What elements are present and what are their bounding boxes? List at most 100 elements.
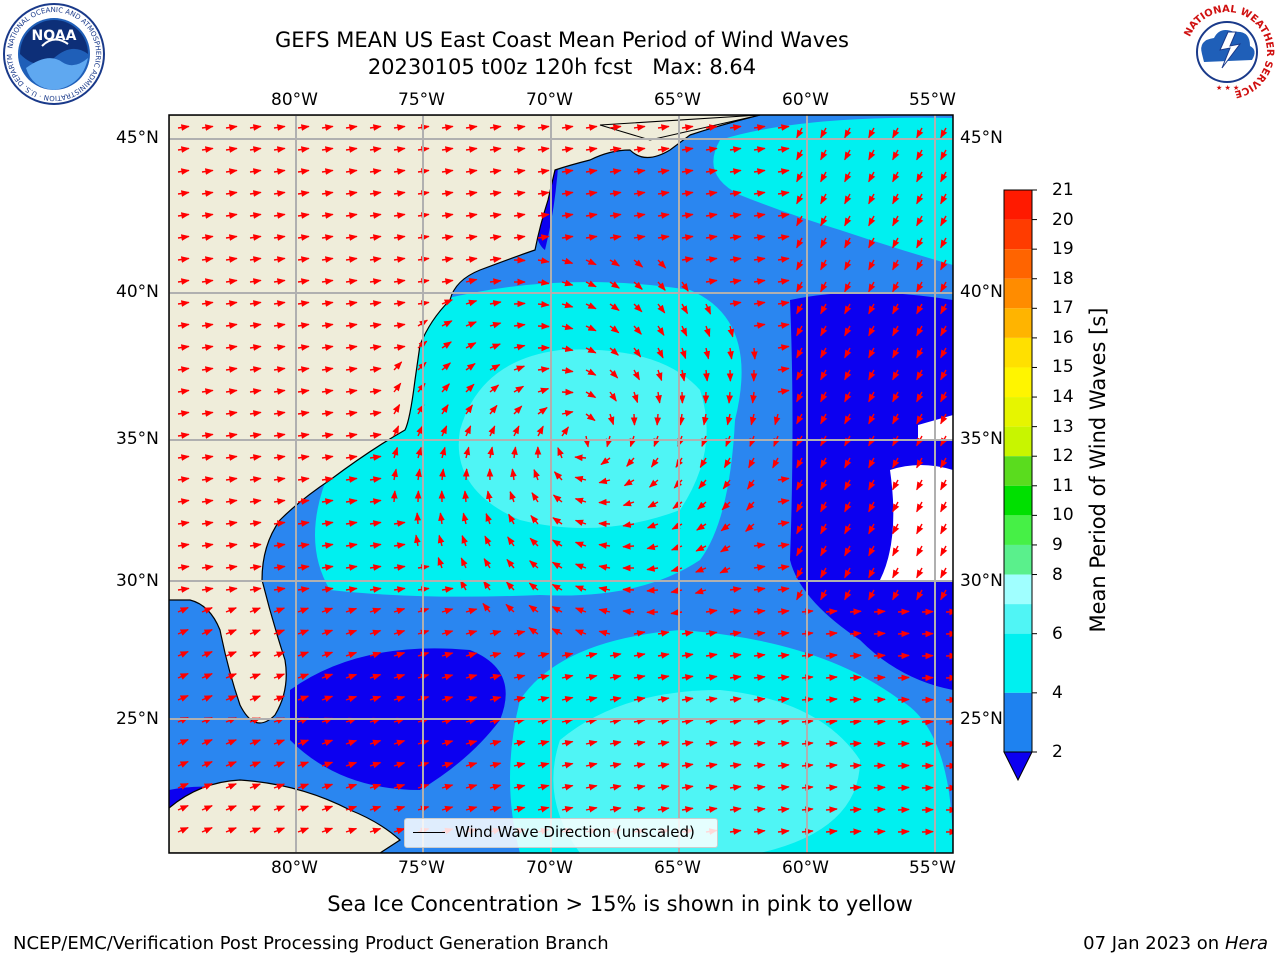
wind-wave-arrow bbox=[585, 302, 597, 310]
wind-wave-arrow bbox=[873, 828, 886, 836]
wind-wave-arrow bbox=[225, 564, 238, 571]
wind-wave-arrow bbox=[820, 589, 828, 601]
wind-wave-arrow bbox=[345, 124, 358, 131]
wind-wave-arrow bbox=[897, 652, 910, 660]
lon-tick-top: 70°W bbox=[526, 90, 573, 110]
wind-wave-arrow bbox=[705, 718, 718, 725]
wind-wave-arrow bbox=[940, 237, 948, 249]
wind-wave-arrow bbox=[622, 586, 635, 594]
wind-wave-arrow bbox=[561, 323, 574, 331]
wind-wave-arrow bbox=[892, 523, 900, 535]
wind-wave-arrow bbox=[345, 607, 358, 615]
wind-wave-arrow bbox=[868, 215, 876, 227]
wind-wave-arrow bbox=[720, 523, 731, 532]
wind-wave-arrow bbox=[201, 432, 214, 439]
wind-wave-arrow bbox=[297, 366, 310, 373]
colorbar-level bbox=[1004, 249, 1032, 279]
wind-wave-arrow bbox=[844, 391, 852, 403]
wind-wave-arrow bbox=[844, 567, 852, 579]
wind-wave-arrow bbox=[297, 322, 310, 329]
wind-wave-arrow bbox=[561, 257, 574, 265]
wind-wave-arrow bbox=[345, 695, 358, 703]
wind-wave-arrow bbox=[201, 739, 213, 746]
wind-wave-arrow bbox=[177, 344, 190, 351]
wind-wave-arrow bbox=[273, 366, 286, 373]
wind-wave-arrow bbox=[489, 300, 502, 307]
wind-wave-arrow bbox=[849, 630, 862, 638]
wind-wave-arrow bbox=[897, 828, 910, 836]
wind-wave-arrow bbox=[177, 586, 190, 593]
wind-wave-arrow bbox=[465, 212, 478, 219]
wind-wave-arrow bbox=[844, 193, 852, 205]
wind-wave-arrow bbox=[650, 457, 659, 468]
wind-wave-arrow bbox=[681, 674, 694, 681]
wind-wave-arrow bbox=[753, 278, 766, 285]
wind-wave-arrow bbox=[273, 542, 286, 549]
wind-wave-arrow bbox=[201, 498, 214, 505]
wind-wave-arrow bbox=[868, 501, 876, 513]
wind-wave-arrow bbox=[297, 564, 310, 571]
colorbar-level bbox=[1004, 515, 1032, 545]
wind-wave-arrow bbox=[321, 783, 334, 790]
wind-wave-arrow bbox=[897, 630, 910, 638]
wind-wave-arrow bbox=[225, 805, 237, 812]
wind-wave-arrow bbox=[679, 369, 686, 382]
lat-tick-right: 45°N bbox=[960, 128, 1003, 148]
wind-wave-arrow bbox=[201, 805, 213, 812]
wind-wave-arrow bbox=[345, 168, 358, 175]
wind-wave-arrow bbox=[844, 545, 852, 557]
lat-tick-right: 35°N bbox=[960, 429, 1003, 449]
wind-wave-arrow bbox=[321, 366, 334, 373]
wind-wave-arrow bbox=[729, 740, 742, 747]
wind-wave-arrow bbox=[551, 628, 563, 636]
wind-wave-arrow bbox=[703, 347, 711, 360]
wind-wave-arrow bbox=[393, 651, 406, 659]
wind-wave-arrow bbox=[273, 234, 286, 241]
wind-wave-arrow bbox=[461, 534, 468, 547]
wind-wave-arrow bbox=[777, 762, 790, 769]
wind-wave-arrow bbox=[873, 740, 886, 748]
wind-wave-arrow bbox=[646, 522, 659, 529]
wind-wave-arrow bbox=[321, 651, 334, 658]
wind-wave-arrow bbox=[513, 190, 526, 197]
wind-wave-arrow bbox=[753, 564, 766, 571]
wind-wave-arrow bbox=[297, 586, 310, 593]
wind-wave-arrow bbox=[225, 256, 238, 263]
wind-wave-arrow bbox=[561, 124, 574, 131]
wind-wave-arrow bbox=[225, 783, 237, 790]
wind-wave-arrow bbox=[820, 413, 828, 425]
wind-wave-arrow bbox=[177, 432, 190, 439]
wind-wave-arrow bbox=[825, 674, 838, 682]
wind-wave-arrow bbox=[513, 322, 526, 329]
wind-wave-arrow bbox=[598, 607, 611, 615]
wind-wave-arrow bbox=[609, 674, 622, 681]
wind-wave-arrow bbox=[321, 564, 334, 571]
wind-wave-arrow bbox=[369, 564, 382, 571]
wind-wave-arrow bbox=[414, 534, 421, 547]
wind-wave-arrow bbox=[633, 347, 642, 358]
wind-wave-arrow bbox=[249, 564, 262, 571]
wind-wave-arrow bbox=[489, 343, 501, 350]
wind-wave-arrow bbox=[465, 651, 478, 659]
noaa-logo: NATIONAL OCEANIC AND ATMOSPHERIC ADMINIS… bbox=[2, 2, 105, 105]
wind-wave-arrow bbox=[868, 281, 876, 293]
wind-wave-arrow bbox=[892, 149, 900, 161]
wind-wave-arrow bbox=[609, 212, 622, 219]
wind-wave-arrow bbox=[201, 234, 214, 241]
wind-wave-arrow bbox=[849, 828, 862, 836]
wind-wave-arrow bbox=[345, 146, 358, 153]
wind-wave-arrow bbox=[345, 629, 358, 637]
wind-wave-arrow bbox=[297, 695, 310, 702]
wind-wave-arrow bbox=[489, 321, 502, 329]
colorbar-tick-label: 12 bbox=[1052, 446, 1074, 467]
wind-wave-arrow bbox=[796, 545, 804, 557]
wind-wave-arrow bbox=[489, 651, 502, 659]
lat-tick-right: 25°N bbox=[960, 709, 1003, 729]
wind-wave-arrow bbox=[393, 673, 406, 681]
wind-wave-arrow bbox=[225, 761, 237, 768]
wind-wave-arrow bbox=[868, 325, 876, 337]
wind-wave-arrow bbox=[297, 629, 310, 636]
wind-wave-arrow bbox=[623, 478, 635, 487]
wind-wave-arrow bbox=[537, 739, 550, 747]
wind-wave-arrow bbox=[561, 673, 574, 681]
